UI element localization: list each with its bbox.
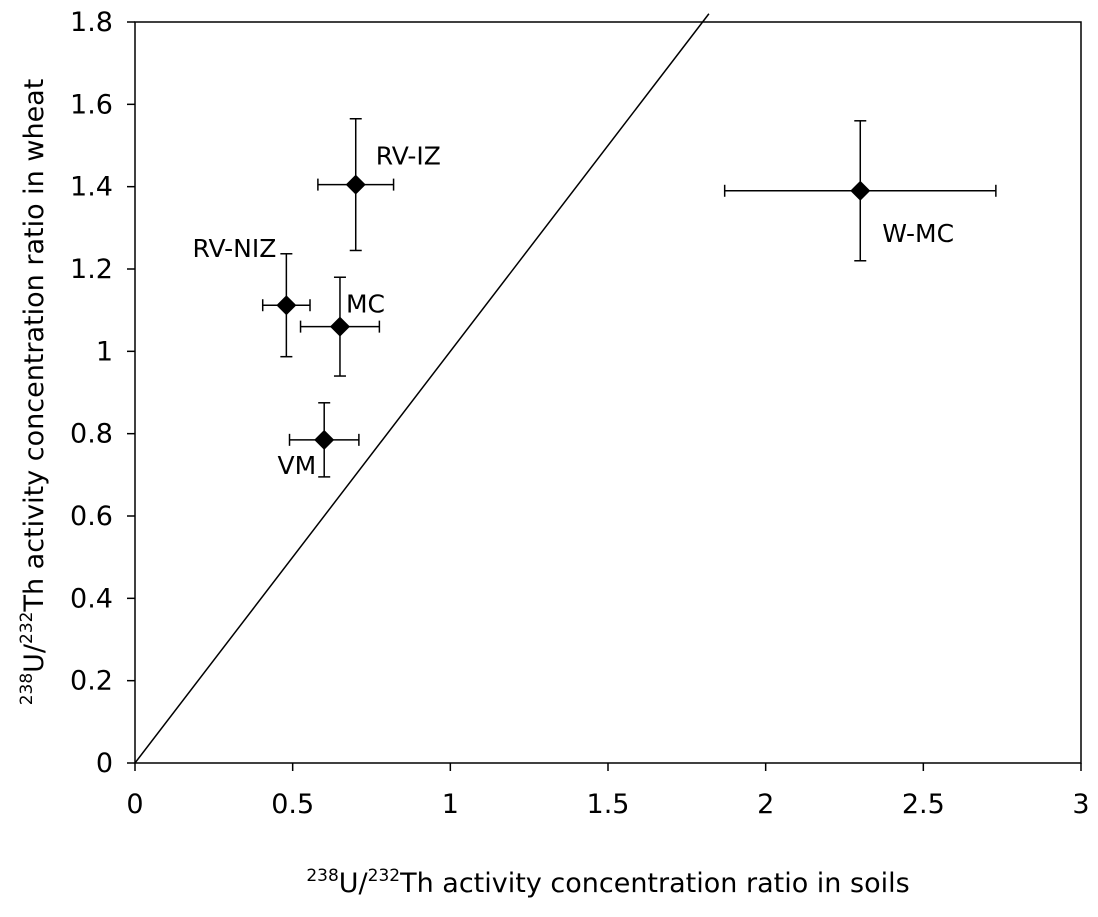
data-point-mc: MC bbox=[299, 276, 385, 377]
point-label: RV-IZ bbox=[376, 142, 441, 171]
diamond-marker bbox=[329, 316, 350, 337]
y-axis-title-iso2: 232 bbox=[17, 612, 37, 644]
x-axis-ticks: 0 0.5 1 1.5 2 2.5 3 bbox=[126, 763, 1090, 820]
y-tick-label: 1 bbox=[96, 336, 113, 367]
reference-line bbox=[134, 13, 710, 764]
diamond-marker bbox=[314, 429, 335, 450]
y-tick-label: 1.8 bbox=[70, 7, 113, 38]
y-tick-label: 1.4 bbox=[70, 172, 113, 203]
y-axis-title-el2: Th activity concentration ratio in wheat bbox=[19, 79, 50, 613]
point-label: MC bbox=[346, 290, 385, 319]
y-tick-label: 0.2 bbox=[70, 666, 113, 697]
x-axis-title-el2: Th activity concentration ratio in soils bbox=[399, 868, 910, 899]
x-tick-label: 0.5 bbox=[271, 789, 314, 820]
x-axis-title: 238U/232Th activity concentration ratio … bbox=[306, 866, 909, 899]
x-tick-label: 0 bbox=[126, 789, 143, 820]
y-axis-title-el1: U/ bbox=[19, 643, 50, 673]
data-points: RV-IZ RV-NIZ MC VM W-MC bbox=[192, 117, 997, 480]
x-axis-title-iso2: 232 bbox=[368, 866, 400, 886]
x-axis-title-iso1: 238 bbox=[306, 866, 338, 886]
x-tick-label: 1.5 bbox=[587, 789, 630, 820]
data-point-w-mc: W-MC bbox=[723, 120, 997, 262]
plot-area bbox=[134, 21, 1082, 764]
y-tick-label: 1.6 bbox=[70, 89, 113, 120]
x-tick-label: 2 bbox=[757, 789, 774, 820]
data-point-rv-iz: RV-IZ bbox=[317, 117, 441, 252]
data-point-rv-niz: RV-NIZ bbox=[192, 234, 311, 358]
x-axis-title-el1: U/ bbox=[339, 868, 369, 899]
data-point-vm: VM bbox=[278, 402, 360, 480]
diamond-marker bbox=[345, 174, 366, 195]
x-tick-label: 1 bbox=[442, 789, 459, 820]
y-tick-label: 0.6 bbox=[70, 501, 113, 532]
diamond-marker bbox=[276, 295, 297, 316]
y-axis-title: 238U/232Th activity concentration ratio … bbox=[17, 79, 50, 706]
x-tick-label: 3 bbox=[1072, 789, 1089, 820]
y-tick-label: 0.4 bbox=[70, 583, 113, 614]
point-label: VM bbox=[278, 451, 317, 480]
point-label: W-MC bbox=[882, 219, 954, 248]
y-tick-label: 1.2 bbox=[70, 254, 113, 285]
y-tick-label: 0.8 bbox=[70, 419, 113, 450]
y-tick-label: 0 bbox=[96, 748, 113, 779]
point-label: RV-NIZ bbox=[192, 234, 276, 263]
reference-line-layer bbox=[134, 13, 710, 764]
y-axis-title-iso1: 238 bbox=[17, 673, 37, 705]
diamond-marker bbox=[850, 180, 871, 201]
x-tick-label: 2.5 bbox=[902, 789, 945, 820]
y-axis-ticks: 0 0.2 0.4 0.6 0.8 1 1.2 1.4 1.6 1.8 bbox=[70, 7, 135, 779]
